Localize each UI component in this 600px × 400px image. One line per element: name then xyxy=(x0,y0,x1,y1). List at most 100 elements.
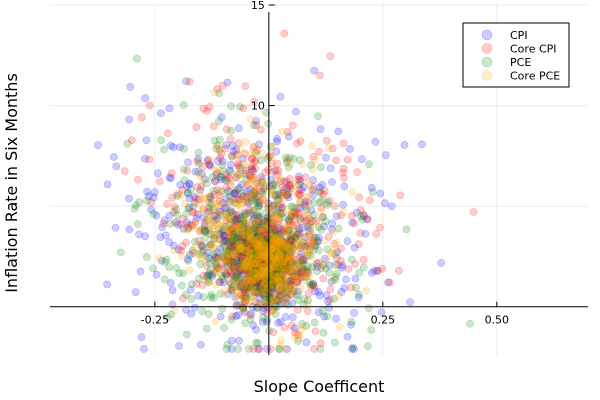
legend-label-pce: PCE xyxy=(510,56,531,69)
data-point xyxy=(206,155,215,164)
data-point xyxy=(222,270,231,278)
data-point xyxy=(182,182,191,191)
data-point xyxy=(260,274,269,282)
data-point xyxy=(273,229,282,238)
data-point xyxy=(269,202,278,211)
data-point xyxy=(222,345,231,353)
data-point xyxy=(271,263,279,272)
data-point xyxy=(236,266,245,275)
data-point xyxy=(226,259,234,268)
data-point xyxy=(274,254,283,263)
data-point xyxy=(251,281,260,290)
data-point xyxy=(277,191,286,200)
data-point xyxy=(334,292,343,300)
data-point xyxy=(264,289,272,298)
data-point xyxy=(210,190,218,199)
data-point xyxy=(192,123,201,132)
data-point xyxy=(284,132,293,141)
data-point xyxy=(216,154,225,162)
data-point xyxy=(161,231,170,240)
data-point xyxy=(310,238,318,247)
data-point xyxy=(287,237,296,245)
data-point xyxy=(225,244,234,253)
data-point xyxy=(276,93,285,101)
data-point xyxy=(250,235,259,244)
data-point xyxy=(279,265,288,274)
data-point xyxy=(267,256,276,264)
data-point xyxy=(188,221,197,230)
data-point xyxy=(272,283,281,292)
data-point xyxy=(293,330,302,339)
data-point xyxy=(160,216,169,225)
data-point xyxy=(289,269,297,277)
data-point xyxy=(277,203,286,212)
data-point xyxy=(160,145,168,154)
data-point xyxy=(267,222,276,231)
data-point xyxy=(254,238,263,247)
data-point xyxy=(213,185,222,194)
data-point xyxy=(214,264,222,273)
data-point xyxy=(261,266,270,275)
data-point xyxy=(228,312,237,321)
data-point xyxy=(275,291,284,300)
data-point xyxy=(259,304,268,312)
data-point xyxy=(210,212,218,220)
data-point xyxy=(156,109,165,118)
data-point xyxy=(339,174,348,182)
data-point xyxy=(240,209,249,217)
data-point xyxy=(255,229,264,238)
data-point xyxy=(261,253,270,262)
data-point xyxy=(272,262,281,270)
data-point xyxy=(272,256,280,265)
data-point xyxy=(265,269,274,278)
data-point xyxy=(244,198,253,207)
data-point xyxy=(214,207,223,215)
data-point xyxy=(211,177,220,186)
data-point xyxy=(202,107,211,115)
data-point xyxy=(212,170,220,179)
data-point xyxy=(248,247,257,255)
data-point xyxy=(198,242,207,251)
data-point xyxy=(274,295,283,304)
data-point xyxy=(298,223,307,232)
data-point xyxy=(284,253,293,262)
data-point xyxy=(256,273,265,282)
data-point xyxy=(284,264,293,273)
data-point xyxy=(258,248,266,257)
data-point xyxy=(210,253,219,262)
data-point xyxy=(230,232,239,241)
data-point xyxy=(273,253,282,262)
data-point xyxy=(261,168,270,177)
data-point xyxy=(248,256,257,265)
data-point xyxy=(313,258,322,267)
data-point xyxy=(285,174,294,183)
data-point xyxy=(276,177,285,185)
data-point xyxy=(155,177,164,185)
data-point xyxy=(209,186,218,195)
data-point xyxy=(264,245,272,253)
data-point xyxy=(255,238,264,247)
data-point xyxy=(332,156,340,165)
data-point xyxy=(273,257,282,266)
data-point xyxy=(311,216,320,225)
data-point xyxy=(358,215,367,224)
data-point xyxy=(177,251,186,260)
data-point xyxy=(201,226,210,235)
data-point xyxy=(281,267,289,275)
data-point xyxy=(203,248,212,257)
data-point xyxy=(206,162,215,170)
data-point xyxy=(223,78,232,87)
data-point xyxy=(255,227,264,236)
data-point xyxy=(244,257,252,266)
data-point xyxy=(320,236,329,245)
data-point xyxy=(205,160,214,169)
data-point xyxy=(308,217,317,226)
data-point xyxy=(283,190,292,199)
data-point xyxy=(226,268,235,277)
data-point xyxy=(325,296,334,304)
data-point xyxy=(253,262,262,271)
data-point xyxy=(254,242,263,250)
data-point xyxy=(267,237,276,246)
data-point xyxy=(261,259,270,268)
data-point xyxy=(394,266,403,275)
